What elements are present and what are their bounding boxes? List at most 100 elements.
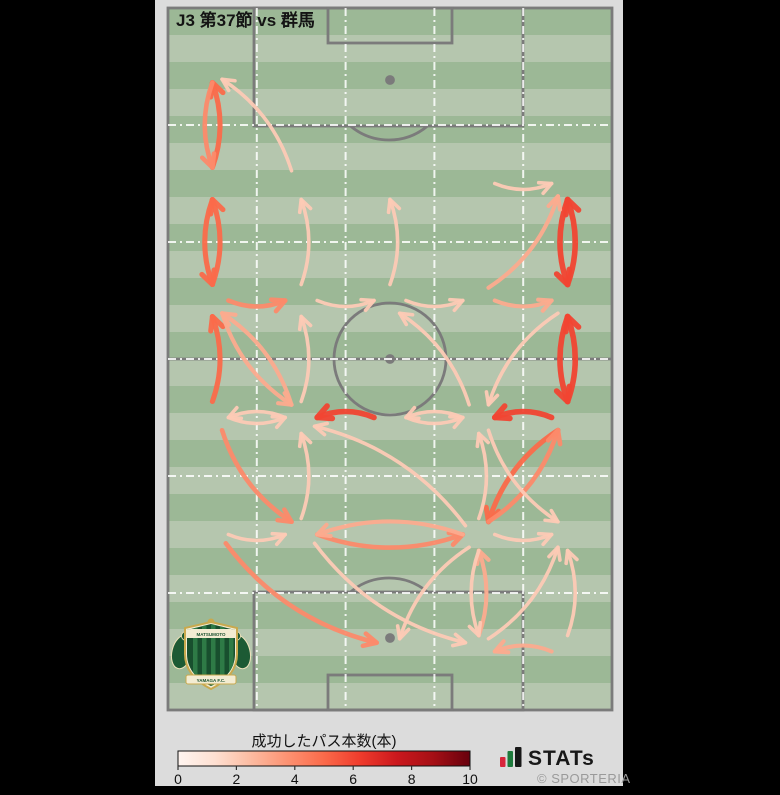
pass-arrow <box>397 545 471 641</box>
pass-arrow <box>486 545 560 641</box>
pass-arrowhead <box>359 297 376 313</box>
pass-arrowhead <box>270 531 288 547</box>
pass-arrow <box>485 427 561 525</box>
colorbar-tick-label: 8 <box>408 771 416 787</box>
pass-arrowhead <box>199 151 217 170</box>
pass-arrowhead <box>536 180 554 196</box>
colorbar-tick-label: 0 <box>174 771 182 787</box>
pass-arrow <box>299 431 311 521</box>
pass-arrowhead <box>451 632 468 648</box>
stats-logo-icon <box>500 747 522 767</box>
pass-arrowhead <box>553 383 573 405</box>
pass-arrowhead <box>547 545 562 562</box>
pass-arrow <box>219 427 294 525</box>
pass-arrow <box>477 431 489 521</box>
colorbar-tick-label: 10 <box>462 771 478 787</box>
pass-arrow <box>397 311 471 407</box>
copyright-text: © SPORTERIA <box>537 771 631 786</box>
pass-arrowhead <box>536 297 554 313</box>
page-title: J3 第37節 vs 群馬 <box>176 10 315 30</box>
pass-arrow <box>486 194 560 290</box>
pass-arrowhead <box>315 522 333 539</box>
pass-arrowhead <box>448 414 465 430</box>
pass-arrowhead <box>475 431 490 449</box>
penalty-arc-top <box>349 124 429 142</box>
pass-arrowhead <box>360 631 379 649</box>
colorbar <box>177 750 471 767</box>
pass-arrowhead <box>314 403 336 422</box>
colorbar-tick-label: 6 <box>349 771 357 787</box>
club-crest: MATSUMOTO YAMAGA F.C. <box>170 618 252 691</box>
pass-arrowhead <box>208 313 226 334</box>
pass-arrow <box>226 532 288 543</box>
pass-arrow <box>209 313 223 405</box>
colorbar-tick-label: 4 <box>291 771 299 787</box>
pass-arrow <box>492 532 554 543</box>
penalty-spot-top <box>385 75 395 85</box>
pass-arrow <box>469 548 481 638</box>
pass-arrowhead <box>553 266 573 288</box>
pass-arrow <box>404 415 465 426</box>
crest-top-text: MATSUMOTO <box>196 632 226 637</box>
colorbar-ticks: 0 2 4 6 8 10 <box>174 766 478 787</box>
pass-arrowhead <box>543 508 560 524</box>
pass-arrowhead <box>545 427 563 447</box>
pass-arrowhead <box>491 403 513 422</box>
pass-arrow <box>226 409 288 420</box>
pass-arrow <box>388 197 400 287</box>
pass-arrows-layer <box>199 77 582 655</box>
pass-arrow <box>486 427 561 525</box>
penalty-arc-bottom <box>349 576 429 594</box>
crest-bottom-text: YAMAGA F.C. <box>197 678 226 683</box>
pass-arrow <box>220 311 294 407</box>
pass-arrow <box>557 196 571 288</box>
pass-arrowhead <box>386 197 402 215</box>
pass-arrowhead <box>297 431 313 449</box>
pass-arrow <box>312 541 468 645</box>
pass-arrowhead <box>312 421 329 437</box>
stats-wordmark: STATs <box>528 747 595 770</box>
pass-arrowhead <box>226 405 244 421</box>
pass-arrowhead <box>297 197 313 215</box>
pass-arrow <box>220 77 294 173</box>
pass-arrowhead <box>395 624 411 641</box>
pass-arrow <box>299 197 311 287</box>
pass-arrow <box>314 532 466 550</box>
pass-arrow <box>492 181 554 192</box>
penalty-spot-bottom <box>385 633 395 643</box>
colorbar-tick-label: 2 <box>233 771 241 787</box>
pass-arrowhead <box>448 297 465 313</box>
pass-arrowhead <box>484 390 500 407</box>
pitch <box>166 6 614 712</box>
pass-arrow <box>299 314 311 404</box>
colorbar-legend: 成功したパス本数(本) 0 2 4 6 8 10 <box>174 733 478 787</box>
pass-arrow <box>565 548 578 638</box>
pass-arrowhead <box>268 297 288 314</box>
bottom-edge <box>155 786 623 790</box>
pass-arrow <box>202 80 215 170</box>
pass-arrow <box>223 541 379 645</box>
pass-arrow <box>312 424 468 528</box>
stats-branding: STATs © SPORTERIA <box>500 747 631 786</box>
pass-arrowhead <box>546 194 563 212</box>
pass-arrow <box>486 311 560 407</box>
pass-arrowhead <box>220 77 237 93</box>
crest-stripes <box>187 624 235 686</box>
pass-arrowhead <box>397 311 415 327</box>
pass-arrow <box>315 519 465 537</box>
goal-area-bottom <box>326 673 454 712</box>
pass-arrow <box>557 313 571 405</box>
pass-arrow <box>202 196 215 288</box>
pass-arrowhead <box>275 507 294 525</box>
pass-arrowhead <box>536 531 554 547</box>
pass-arrow <box>404 298 465 309</box>
pass-arrowhead <box>199 267 217 288</box>
pass-arrowhead <box>467 620 483 638</box>
goal-area-top <box>326 6 454 45</box>
pass-arrow <box>486 428 560 524</box>
pass-arrowhead <box>220 311 238 327</box>
pass-arrow <box>315 298 376 309</box>
pass-arrow <box>220 311 294 407</box>
pass-arrowhead <box>492 639 511 655</box>
